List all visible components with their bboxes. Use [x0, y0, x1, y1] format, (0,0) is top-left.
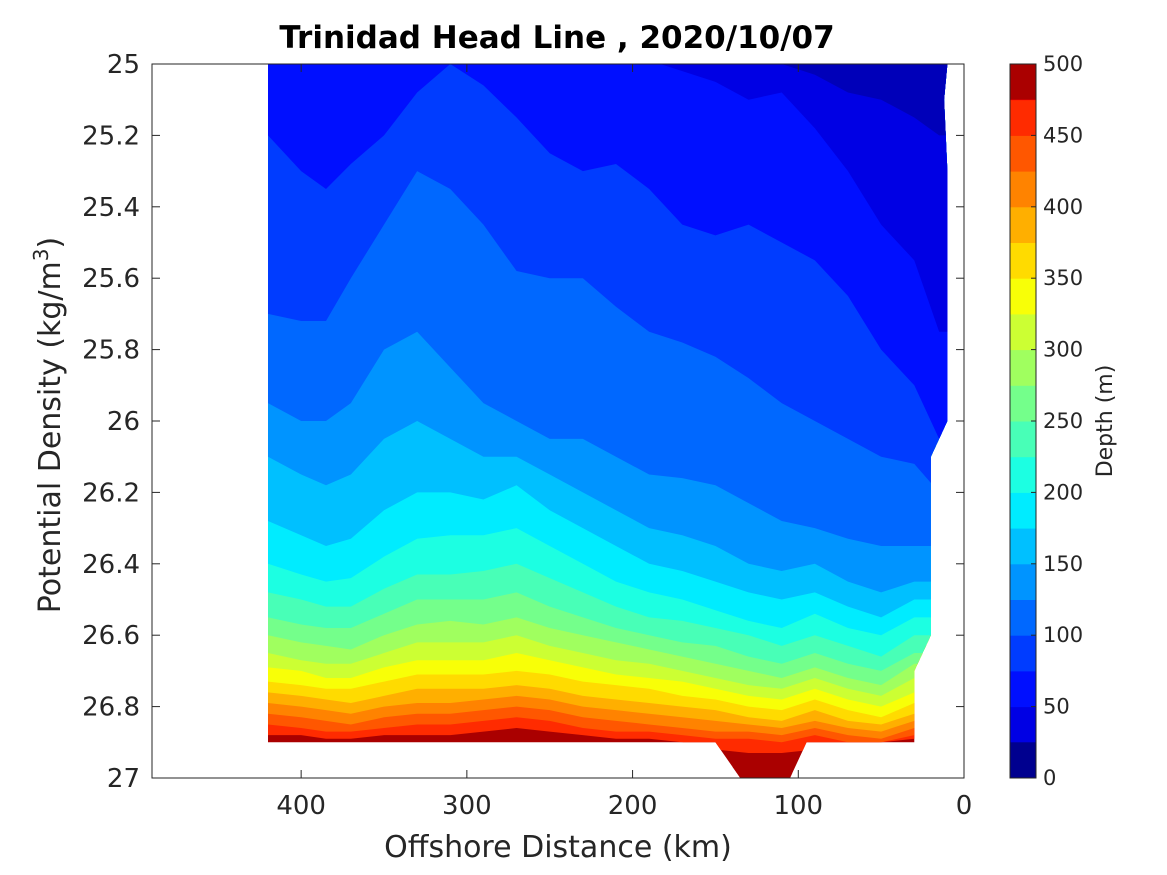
y-tick-label: 26.4 — [82, 550, 140, 580]
colorbar-band — [1010, 492, 1036, 529]
colorbar-tick-label: 350 — [1043, 266, 1083, 290]
colorbar-tick-label: 150 — [1043, 552, 1083, 576]
y-tick-label: 25.6 — [82, 264, 140, 294]
contour-band-75 — [268, 64, 948, 439]
colorbar: 0 50 100 150 200 250 300 350 400 450 500 Depth (m) — [1009, 52, 1118, 790]
colorbar-tick-label: 100 — [1043, 623, 1083, 647]
x-axis: 400 300 200 100 0 — [276, 64, 972, 821]
colorbar-band — [1010, 242, 1036, 279]
colorbar-band — [1010, 206, 1036, 243]
y-tick-label: 26 — [107, 407, 140, 437]
colorbar-band — [1010, 99, 1036, 136]
colorbar-band — [1010, 706, 1036, 743]
colorbar-band — [1010, 670, 1036, 708]
colorbar-tick-label: 500 — [1043, 52, 1083, 76]
colorbar-band — [1010, 171, 1036, 208]
y-tick-label: 26.2 — [82, 478, 140, 508]
colorbar-tick-label: 450 — [1043, 123, 1083, 147]
colorbar-band — [1010, 135, 1036, 172]
colorbar-band — [1010, 528, 1036, 565]
x-tick-label: 0 — [956, 791, 973, 821]
plot-area — [151, 63, 965, 779]
x-tick-label: 300 — [442, 791, 492, 821]
contour-fills — [268, 64, 948, 778]
y-tick-label: 25.2 — [82, 121, 140, 151]
colorbar-tick-label: 400 — [1043, 195, 1083, 219]
y-tick-label: 26.8 — [82, 693, 140, 723]
colorbar-tick-label: 250 — [1043, 409, 1083, 433]
x-tick-label: 100 — [773, 791, 823, 821]
colorbar-band-max — [1010, 64, 1036, 100]
colorbar-band — [1010, 563, 1036, 600]
colorbar-bands — [1010, 64, 1036, 779]
colorbar-band — [1010, 599, 1036, 636]
colorbar-band — [1010, 421, 1036, 458]
colorbar-label: Depth (m) — [1093, 365, 1118, 478]
y-axis-label-close: ) — [33, 237, 68, 249]
y-tick-label: 25.8 — [82, 336, 140, 366]
colorbar-band — [1010, 456, 1036, 493]
y-axis-label-superscript: 3 — [29, 248, 53, 261]
y-axis: 25 25.2 25.4 25.6 25.8 26 26.2 26.4 26.6 26.8 27 — [82, 50, 964, 794]
colorbar-band — [1010, 349, 1036, 386]
y-tick-label: 26.6 — [82, 621, 140, 651]
y-tick-label: 25 — [107, 50, 140, 80]
colorbar-tick-label: 0 — [1043, 766, 1056, 790]
colorbar-tick-label: 50 — [1043, 695, 1070, 719]
colorbar-band-min — [1010, 742, 1036, 778]
colorbar-band — [1010, 313, 1036, 351]
x-axis-label: Offshore Distance (km) — [384, 830, 732, 865]
x-tick-label: 200 — [608, 791, 658, 821]
colorbar-band — [1010, 278, 1036, 315]
chart-title: Trinidad Head Line , 2020/10/07 — [279, 20, 834, 56]
colorbar-band — [1010, 635, 1036, 672]
colorbar-tick-label: 300 — [1043, 338, 1083, 362]
colorbar-ticks: 0 50 100 150 200 250 300 350 400 450 500 — [1031, 52, 1083, 790]
y-tick-label: 25.4 — [82, 193, 140, 223]
y-axis-label: Potential Density (kg/m3) — [29, 237, 68, 613]
x-tick-label: 400 — [276, 791, 326, 821]
y-tick-label: 27 — [107, 764, 140, 794]
colorbar-band — [1010, 385, 1036, 422]
y-axis-label-main: Potential Density (kg/m — [33, 261, 68, 613]
colorbar-tick-label: 200 — [1043, 480, 1083, 504]
